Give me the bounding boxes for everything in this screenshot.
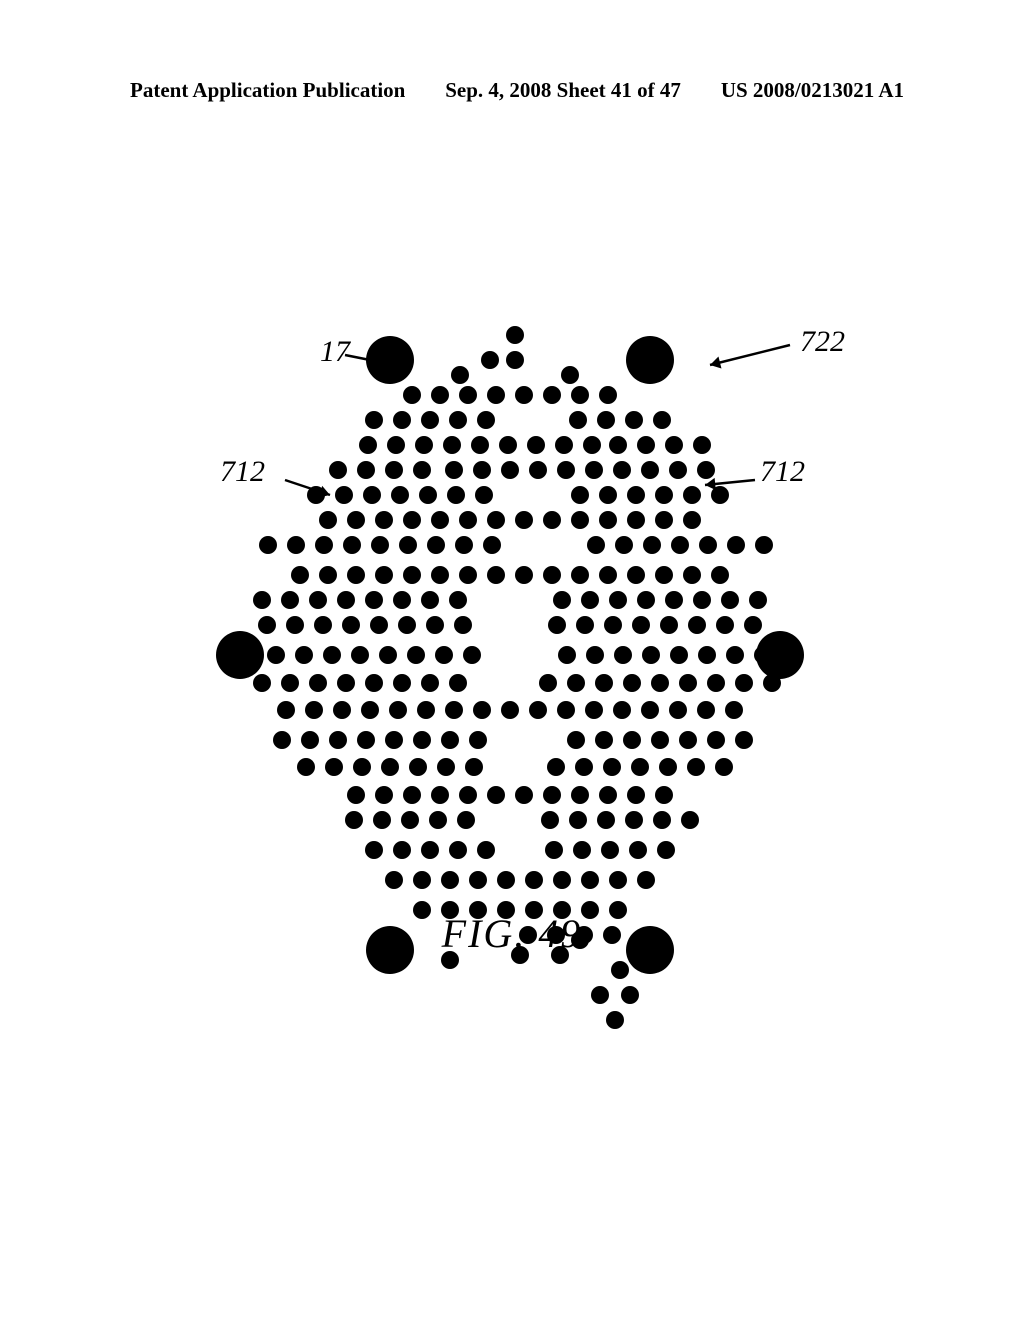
label-712a: 712 [220,455,265,489]
patent-header: Patent Application Publication Sep. 4, 2… [0,78,1024,103]
label-722: 722 [800,325,845,359]
label-712b: 712 [760,455,805,489]
figure-caption: FIG. 49 [0,910,1024,957]
header-left: Patent Application Publication [130,78,405,103]
header-right: US 2008/0213021 A1 [721,78,904,103]
header-center: Sep. 4, 2008 Sheet 41 of 47 [445,78,681,103]
label-17: 17 [320,335,350,369]
figure-49: 17 722 712 712 [120,300,904,1000]
